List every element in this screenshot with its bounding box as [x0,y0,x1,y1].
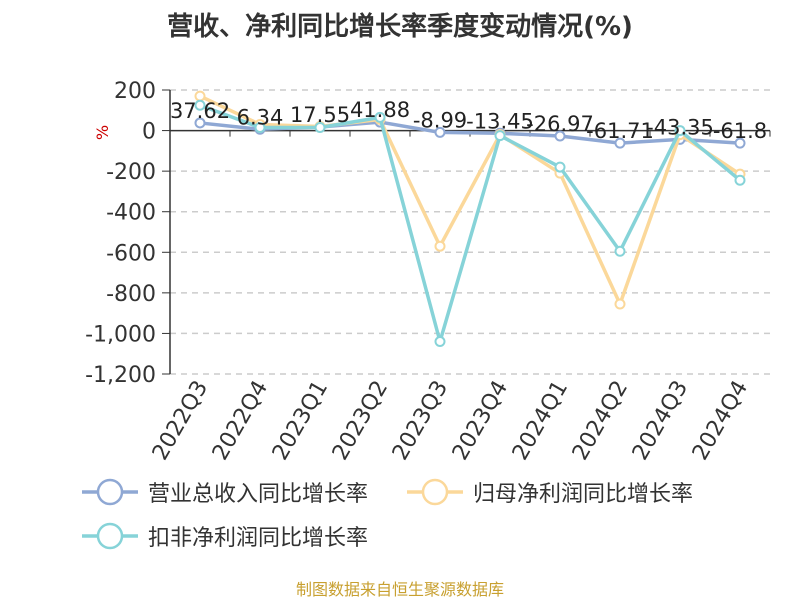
series-deducted-profit-point[interactable] [254,122,266,134]
legend-item-revenue[interactable]: 营业总收入同比增长率 [80,472,368,512]
series-revenue-point[interactable] [554,130,566,142]
series-deducted-profit-point[interactable] [734,174,746,186]
data-label: 6.34 [237,105,284,129]
x-tick-label: 2024Q2 [568,377,633,465]
data-label: 37.62 [170,99,230,123]
legend-symbol-net-profit [407,478,463,506]
x-tick-label: 2024Q4 [688,377,753,465]
series-deducted-profit-line [199,103,742,344]
data-source: 制图数据来自恒生聚源数据库 [295,580,504,599]
series-deducted-profit-point[interactable] [374,111,386,123]
y-axis-unit: % [93,125,112,140]
data-label: 41.88 [350,98,410,122]
data-label: -61.8 [713,119,767,143]
series-net-profit-line [199,94,741,306]
y-tick-label: 200 [114,79,156,104]
x-tick-label: 2024Q3 [628,377,693,465]
data-label: -13.45 [466,109,534,133]
series-revenue-point[interactable] [434,126,446,138]
legend-label-deducted-profit: 扣非净利润同比增长率 [148,526,369,551]
data-label: 17.55 [290,103,350,127]
y-tick-label: 0 [142,120,156,145]
legend-label-net-profit: 归母净利润同比增长率 [473,482,694,507]
series-revenue-point[interactable] [194,117,206,129]
series-deducted-profit-point[interactable] [314,122,326,134]
x-tick-label: 2022Q3 [148,377,213,465]
x-axis: 2022Q32022Q42023Q12023Q22023Q32023Q42024… [148,129,771,465]
legend-marker [96,522,124,550]
x-tick-label: 2023Q2 [328,377,393,465]
y-tick-label: -200 [106,160,156,185]
series-deducted-profit-point[interactable] [614,245,626,257]
y-tick-label: -800 [106,282,156,307]
data-label: -8.99 [413,108,467,132]
series-deducted-profit-point[interactable] [494,130,506,142]
x-tick-label: 2022Q4 [208,377,273,465]
y-tick-label: -400 [106,201,156,226]
x-tick-label: 2023Q3 [388,377,453,465]
series-deducted-profit-point[interactable] [194,99,206,111]
series-deducted-profit-point[interactable] [674,125,686,137]
series-deducted-profit-point[interactable] [554,161,566,173]
data-label: -43.35 [646,115,714,139]
legend-marker [421,478,449,506]
legend-label-revenue: 营业总收入同比增长率 [148,482,369,507]
y-tick-label: -600 [106,241,156,266]
series-net-profit-point[interactable] [434,240,446,252]
series-revenue-point[interactable] [614,137,626,149]
y-tick-label: -1,200 [85,363,156,388]
x-tick-label: 2024Q1 [508,377,573,465]
data-label: -26.97 [526,112,594,136]
x-tick-label: 2023Q4 [448,377,513,465]
chart-title: 营收、净利同比增长率季度变动情况(%) [167,12,633,42]
grid-lines [170,89,770,375]
series-net-profit-point[interactable] [614,298,626,310]
legend-marker [96,478,124,506]
y-axis: 200 0 -200 -400 -600 -800 -1,000 -1,200% [85,79,171,388]
data-labels: 37.62 6.34 17.55 41.88 -8.99-13.45-26.97-61.… [170,98,767,143]
series-lines [194,90,746,348]
x-tick-label: 2023Q1 [268,377,333,465]
series-revenue-point[interactable] [734,137,746,149]
series-deducted-profit-point[interactable] [434,336,446,348]
y-tick-label: -1,000 [85,322,156,347]
legend-symbol-deducted-profit [82,522,138,550]
data-label: -61.71 [586,119,654,143]
legend-symbol-revenue [82,478,138,506]
legend-item-deducted-profit[interactable]: 扣非净利润同比增长率 [80,516,368,556]
legend-item-net-profit[interactable]: 归母净利润同比增长率 [405,472,693,512]
